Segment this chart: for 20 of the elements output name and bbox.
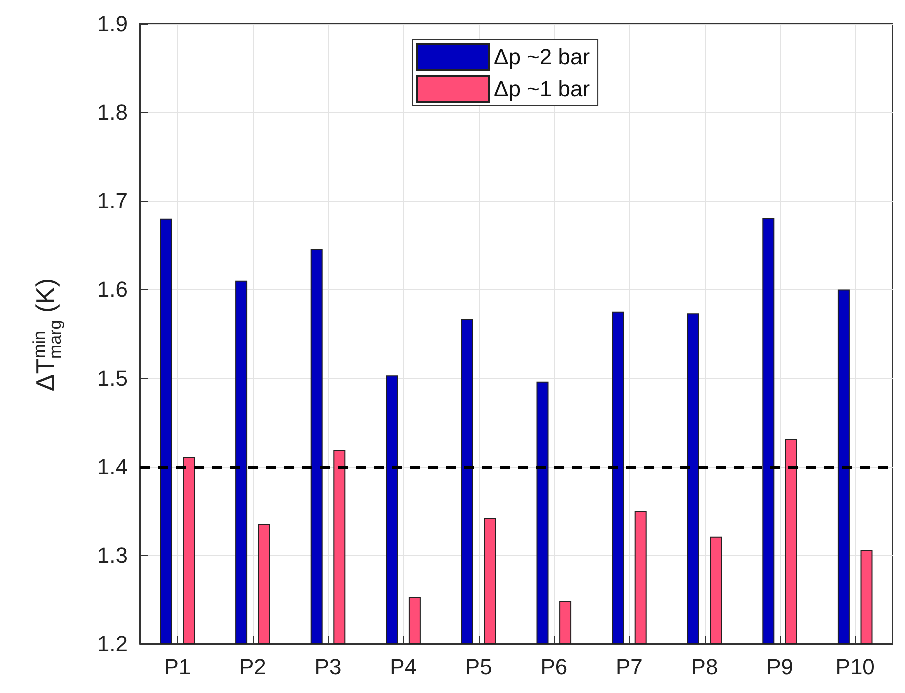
y-tick-label: 1.9 bbox=[97, 12, 128, 36]
y-tick-label: 1.6 bbox=[97, 277, 128, 302]
x-tick-label: P6 bbox=[540, 654, 568, 680]
x-tick-label: P2 bbox=[239, 654, 266, 680]
legend-label: Δp ~2 bar bbox=[494, 44, 590, 70]
x-tick-label: P9 bbox=[766, 654, 794, 680]
x-tick-label: P7 bbox=[616, 654, 643, 680]
x-tick-label: P3 bbox=[314, 654, 342, 680]
y-tick-label: 1.3 bbox=[97, 542, 128, 568]
x-tick-label: P5 bbox=[465, 654, 492, 680]
y-tick-label: 1.7 bbox=[97, 188, 128, 214]
x-tick-label: P4 bbox=[390, 654, 418, 680]
y-tick-label: 1.8 bbox=[97, 100, 128, 126]
x-tick-label: P8 bbox=[691, 654, 718, 680]
y-tick-label: 1.5 bbox=[97, 366, 128, 391]
legend-label: Δp ~1 bar bbox=[494, 76, 590, 102]
x-tick-label: P10 bbox=[836, 654, 875, 680]
y-tick-label: 1.2 bbox=[97, 632, 128, 656]
x-tick-label: P1 bbox=[164, 654, 192, 680]
y-tick-label: 1.4 bbox=[97, 454, 128, 480]
